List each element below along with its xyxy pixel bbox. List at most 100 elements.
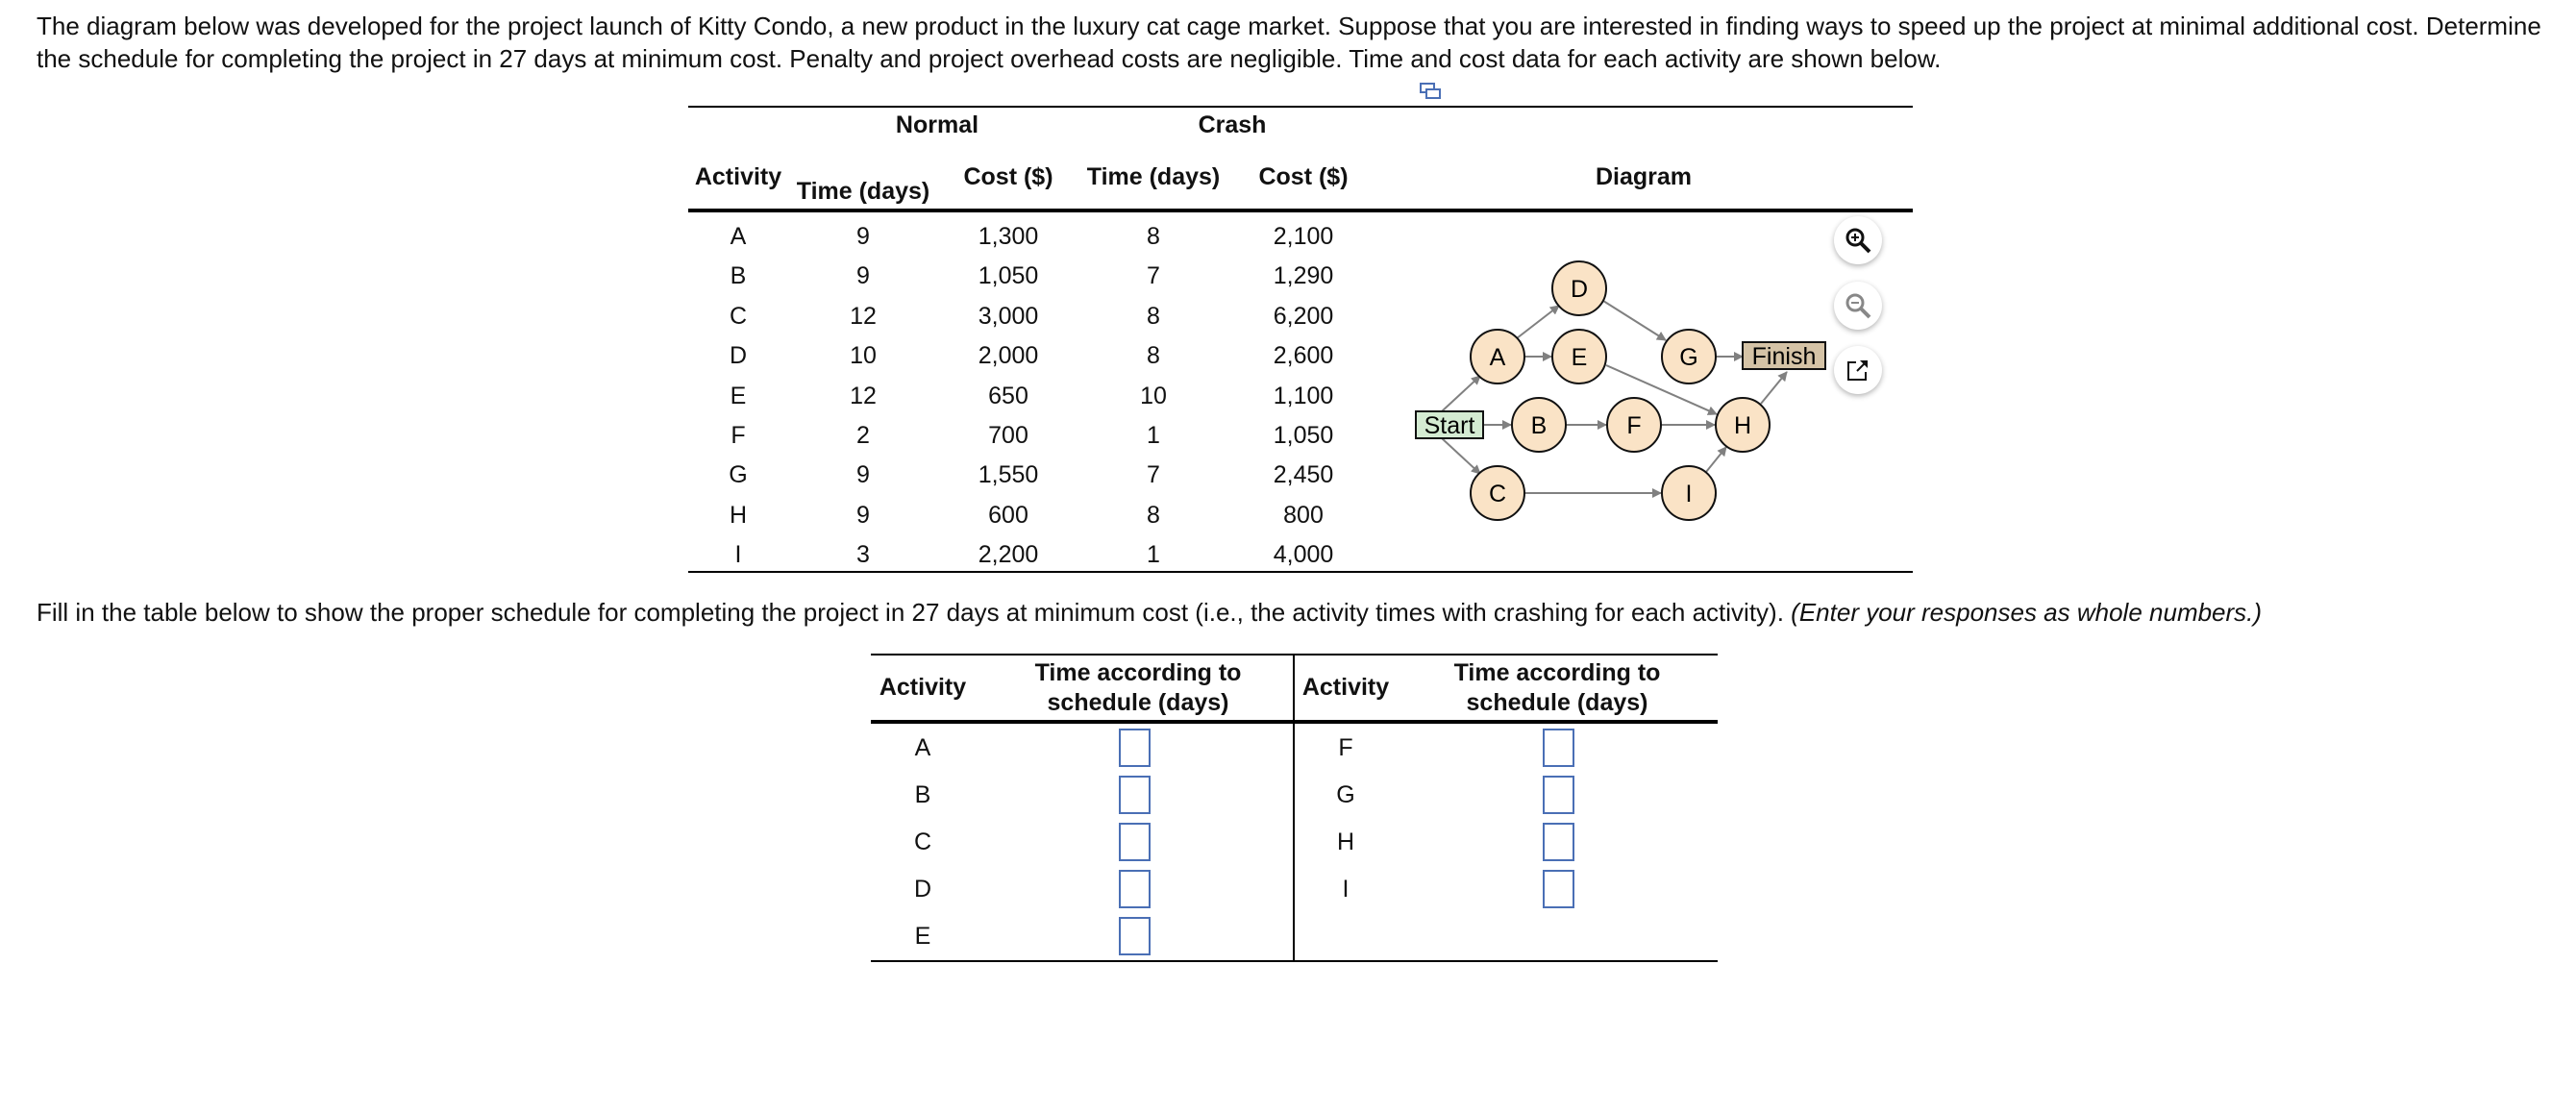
cell-crash-time: 8: [1147, 302, 1160, 330]
schedule-time-input-f[interactable]: [1543, 729, 1574, 767]
cell-normal-time: 10: [850, 342, 877, 370]
cell-normal-cost: 2,200: [978, 541, 1039, 569]
node-d: [1551, 260, 1607, 316]
zoom-in-button[interactable]: [1834, 216, 1882, 264]
cell-normal-cost: 3,000: [978, 302, 1039, 330]
schedule-time-input-b[interactable]: [1119, 776, 1151, 814]
cell-normal-time: 9: [856, 461, 870, 489]
node-label-d: D: [1571, 276, 1588, 303]
cell-normal-time: 9: [856, 501, 870, 529]
node-label-start: Start: [1424, 412, 1475, 439]
arrow-start-a: [1441, 375, 1481, 412]
cell-crash-cost: 2,600: [1273, 342, 1334, 370]
cell-crash-cost: 4,000: [1273, 541, 1334, 569]
node-f: [1606, 397, 1662, 453]
cell-crash-time: 10: [1140, 382, 1167, 409]
answer-activity-label: D: [913, 876, 932, 903]
instruction-text: Fill in the table below to show the prop…: [37, 598, 2263, 627]
cell-normal-cost: 650: [988, 382, 1028, 409]
answer-header-activity-right: Activity: [1301, 674, 1390, 701]
cell-activity: D: [729, 342, 748, 370]
cell-activity: B: [730, 262, 747, 290]
project-network-diagram: D A E G B F H C I Start Finish: [1415, 260, 1826, 521]
cell-normal-time: 9: [856, 223, 870, 250]
schedule-time-input-i[interactable]: [1543, 870, 1574, 908]
cell-crash-time: 7: [1147, 461, 1160, 489]
zoom-out-button[interactable]: [1834, 282, 1882, 330]
answer-activity-label: A: [914, 734, 931, 761]
answer-activity-label: B: [914, 781, 931, 808]
cell-crash-time: 7: [1147, 262, 1160, 290]
node-label-finish: Finish: [1752, 343, 1817, 370]
cell-normal-cost: 2,000: [978, 342, 1039, 370]
schedule-time-input-a[interactable]: [1119, 729, 1151, 767]
header-diagram: Diagram: [1595, 163, 1693, 190]
cell-activity: I: [734, 541, 742, 569]
cell-normal-cost: 600: [988, 501, 1028, 529]
arrow-a-d: [1516, 305, 1560, 339]
node-i: [1661, 465, 1717, 521]
node-e: [1551, 329, 1607, 384]
header-crash-time: Time (days): [1086, 163, 1221, 190]
answer-activity-label: G: [1336, 781, 1355, 808]
cell-crash-cost: 1,100: [1273, 382, 1334, 409]
answer-activity-label: C: [913, 829, 932, 855]
node-finish: [1742, 341, 1826, 370]
arrow-e-h: [1605, 364, 1718, 415]
cell-crash-time: 8: [1147, 223, 1160, 250]
node-g: [1661, 329, 1717, 384]
answer-activity-label: F: [1338, 734, 1353, 761]
node-c: [1470, 465, 1525, 521]
schedule-time-input-e[interactable]: [1119, 917, 1151, 955]
header-activity: Activity: [694, 163, 782, 190]
cell-activity: A: [730, 223, 747, 250]
cell-crash-cost: 1,290: [1273, 262, 1334, 290]
header-normal-cost: Cost ($): [963, 163, 1053, 190]
open-external-button[interactable]: [1834, 346, 1882, 394]
schedule-time-input-h[interactable]: [1543, 823, 1574, 861]
zoom-out-icon: [1845, 293, 1871, 319]
cell-crash-time: 1: [1147, 541, 1160, 569]
node-label-h: H: [1734, 412, 1751, 439]
node-label-f: F: [1626, 412, 1641, 439]
cell-normal-cost: 1,300: [978, 223, 1039, 250]
answer-activity-label: E: [914, 923, 931, 950]
cell-activity: C: [729, 302, 748, 330]
arrow-i-h: [1705, 446, 1727, 473]
cell-activity: E: [730, 382, 747, 409]
problem-statement: The diagram below was developed for the …: [37, 12, 2541, 73]
cell-crash-cost: 1,050: [1273, 422, 1334, 449]
node-label-i: I: [1686, 481, 1693, 507]
cell-crash-cost: 2,450: [1273, 461, 1334, 489]
schedule-time-input-g[interactable]: [1543, 776, 1574, 814]
node-label-a: A: [1490, 344, 1506, 371]
arrows: [1441, 300, 1788, 498]
answer-activity-label: I: [1342, 876, 1350, 903]
answer-header-time-left-2: schedule (days): [1047, 689, 1229, 716]
cell-crash-time: 8: [1147, 501, 1160, 529]
cell-normal-time: 12: [850, 302, 877, 330]
node-a: [1470, 329, 1525, 384]
arrow-start-c: [1441, 437, 1481, 475]
answer-activity-label: H: [1336, 829, 1355, 855]
schedule-time-input-c[interactable]: [1119, 823, 1151, 861]
node-label-e: E: [1572, 344, 1588, 371]
header-crash-cost: Cost ($): [1258, 163, 1349, 190]
cell-activity: F: [731, 422, 746, 449]
answer-header-time-right-1: Time according to: [1453, 659, 1661, 686]
external-link-icon: [1847, 360, 1868, 381]
arrow-h-finish: [1760, 371, 1788, 405]
cell-crash-time: 8: [1147, 342, 1160, 370]
zoom-in-icon: [1845, 228, 1871, 254]
copy-data-icon[interactable]: [1420, 83, 1441, 100]
cell-normal-cost: 1,550: [978, 461, 1039, 489]
schedule-time-input-d[interactable]: [1119, 870, 1151, 908]
cell-normal-time: 3: [856, 541, 870, 569]
node-b: [1511, 397, 1567, 453]
cell-activity: H: [729, 501, 748, 529]
cell-normal-time: 9: [856, 262, 870, 290]
cell-activity: G: [729, 461, 748, 489]
group-normal: Normal: [895, 111, 979, 138]
answer-header-activity-left: Activity: [879, 674, 967, 701]
answer-header-time-right-2: schedule (days): [1466, 689, 1648, 716]
